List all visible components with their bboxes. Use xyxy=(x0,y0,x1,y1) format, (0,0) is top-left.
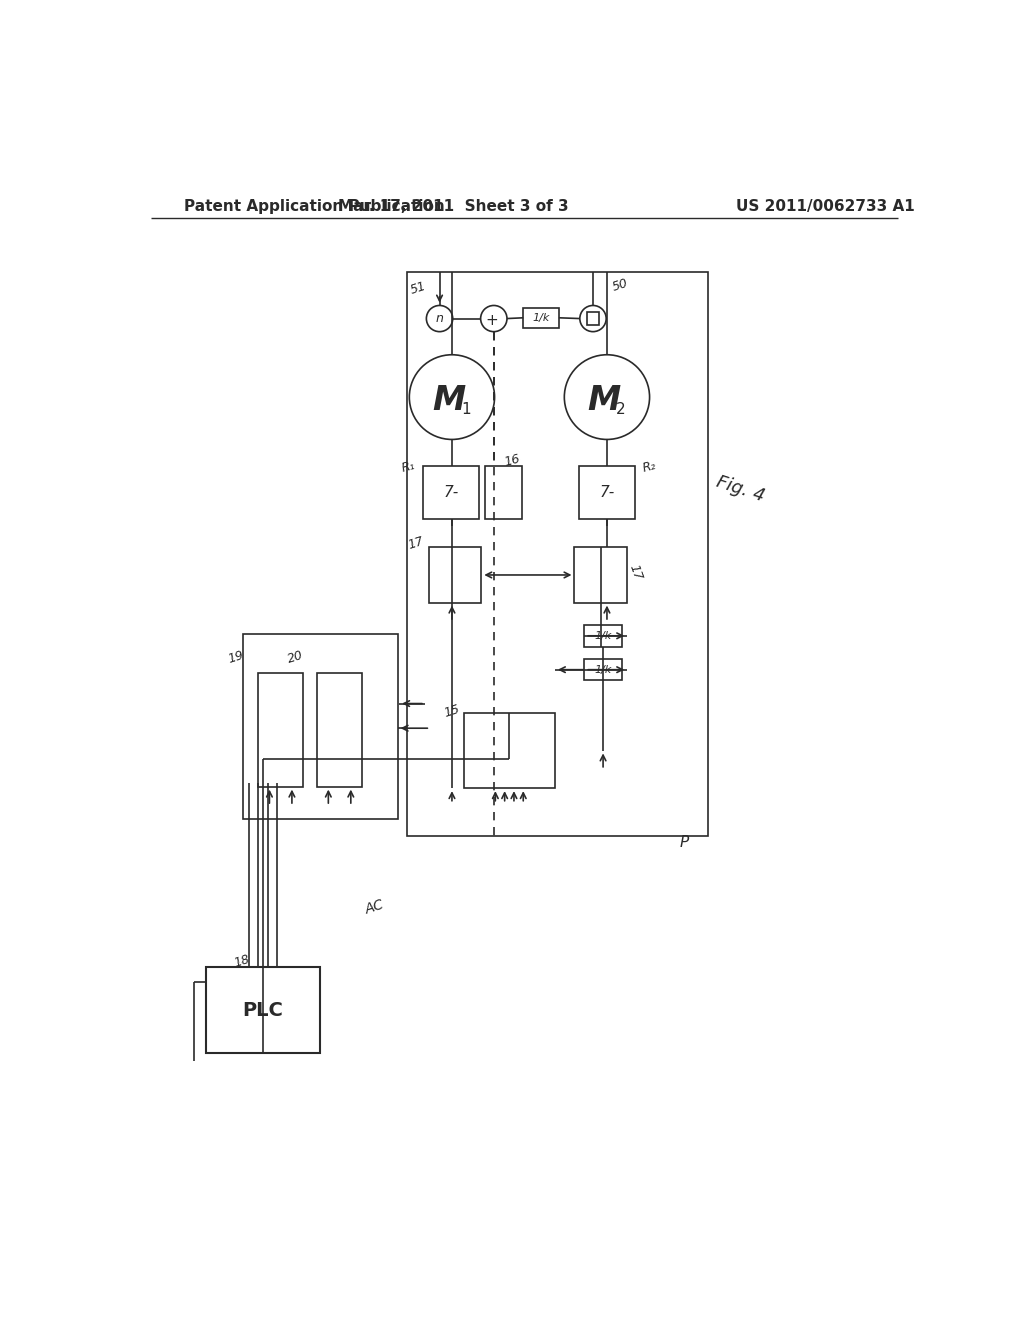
Text: +: + xyxy=(485,313,498,329)
Circle shape xyxy=(580,305,606,331)
Bar xyxy=(584,659,623,681)
Bar xyxy=(587,313,599,325)
Bar xyxy=(317,673,362,787)
Circle shape xyxy=(480,305,507,331)
Text: Fig. 4: Fig. 4 xyxy=(714,474,767,506)
Text: 16: 16 xyxy=(503,453,522,470)
Circle shape xyxy=(410,355,495,440)
Text: 15: 15 xyxy=(442,702,462,719)
Text: Patent Application Publication: Patent Application Publication xyxy=(183,198,444,214)
Circle shape xyxy=(564,355,649,440)
Text: PLC: PLC xyxy=(243,1001,284,1019)
Bar xyxy=(464,713,555,788)
Bar xyxy=(579,466,635,519)
Text: 17: 17 xyxy=(407,535,426,552)
Text: 7-: 7- xyxy=(599,484,614,500)
Text: 51: 51 xyxy=(409,279,428,297)
Text: 1: 1 xyxy=(461,401,471,417)
Text: 18: 18 xyxy=(232,952,252,969)
Text: P: P xyxy=(680,834,689,850)
Text: Mar. 17, 2011  Sheet 3 of 3: Mar. 17, 2011 Sheet 3 of 3 xyxy=(338,198,568,214)
Text: 1/k: 1/k xyxy=(594,665,611,675)
Text: 1/k: 1/k xyxy=(594,631,611,640)
Bar xyxy=(243,635,397,818)
Text: 19: 19 xyxy=(226,648,246,667)
Bar xyxy=(429,548,481,603)
Circle shape xyxy=(426,305,453,331)
Bar xyxy=(423,466,479,519)
Text: n: n xyxy=(435,312,443,325)
Text: R₂: R₂ xyxy=(641,458,657,474)
Text: M: M xyxy=(587,384,621,417)
Text: 7-: 7- xyxy=(443,484,459,500)
Text: 50: 50 xyxy=(610,277,630,294)
Text: 2: 2 xyxy=(616,401,626,417)
Text: US 2011/0062733 A1: US 2011/0062733 A1 xyxy=(736,198,914,214)
Bar xyxy=(584,626,623,647)
Text: 17: 17 xyxy=(627,562,644,582)
Text: M: M xyxy=(432,384,466,417)
Bar xyxy=(574,548,627,603)
Text: R₁: R₁ xyxy=(400,458,417,474)
Text: AC: AC xyxy=(364,898,386,917)
Bar xyxy=(407,272,708,836)
Bar xyxy=(206,966,321,1053)
Bar xyxy=(523,308,559,327)
Text: 1/k: 1/k xyxy=(532,313,550,323)
Bar xyxy=(484,466,521,519)
Text: 20: 20 xyxy=(286,648,305,667)
Bar xyxy=(258,673,303,787)
